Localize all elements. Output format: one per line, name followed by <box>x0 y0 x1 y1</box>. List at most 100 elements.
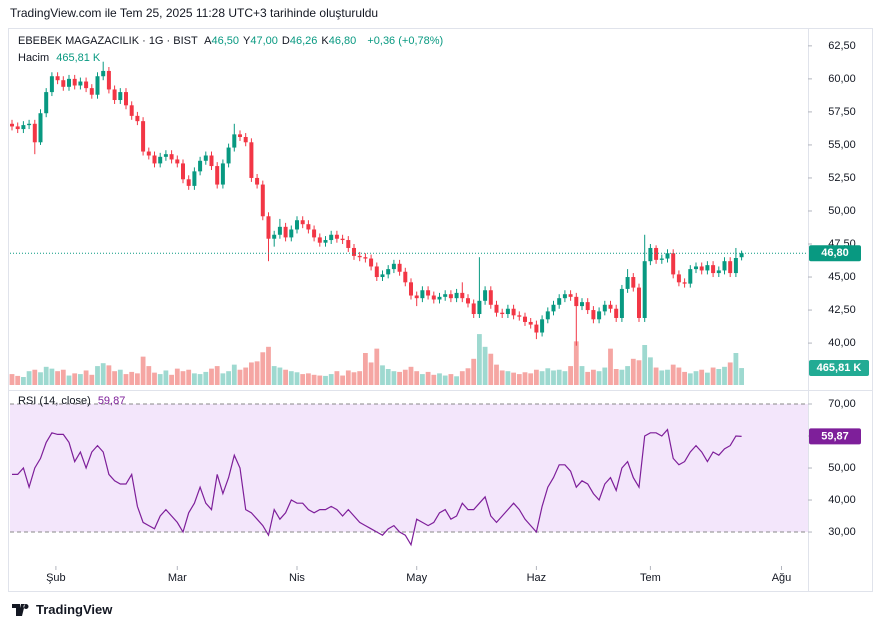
header: TradingView.com ile Tem 25, 2025 11:28 U… <box>10 6 379 20</box>
candle-body <box>654 247 659 260</box>
ohlc-key: K <box>321 35 329 47</box>
candle-body <box>61 80 66 87</box>
candle-body <box>608 304 613 309</box>
volume-bar <box>300 374 306 385</box>
volume-bar <box>573 341 579 385</box>
volume-bar <box>134 373 140 385</box>
volume-bar <box>83 370 89 385</box>
candle-body <box>363 257 368 259</box>
volume-bar <box>328 374 334 385</box>
volume-bar <box>89 374 95 385</box>
volume-bar <box>77 374 83 385</box>
volume-bar <box>38 372 43 385</box>
volume-bar <box>288 371 294 385</box>
volume-bar <box>511 372 516 385</box>
volume-bar <box>20 377 26 385</box>
volume-box <box>809 360 869 377</box>
candle-body <box>454 292 459 299</box>
candle-body <box>602 304 607 312</box>
volume-bar <box>465 368 471 385</box>
y-tick-label: 40,00 <box>828 337 856 349</box>
volume-legend: Hacim 465,81 K <box>18 52 104 64</box>
volume-bar <box>636 360 642 385</box>
candle-body <box>260 184 265 217</box>
candle-body <box>357 255 362 258</box>
volume-bar <box>642 345 648 385</box>
candle-body <box>106 70 111 90</box>
candle-body <box>141 121 146 152</box>
rsi-box <box>809 428 861 445</box>
last-price-box <box>809 245 861 262</box>
change: +0,36 (+0,78%) <box>367 35 444 47</box>
candle-body <box>300 220 305 225</box>
volume-bar <box>106 365 112 385</box>
volume-bar <box>317 375 323 385</box>
candle-body <box>676 274 681 283</box>
candle-body <box>728 261 733 274</box>
candle-body <box>443 294 448 297</box>
candle-body <box>693 266 698 270</box>
candle-body <box>648 247 653 262</box>
volume-bar <box>60 369 66 385</box>
volume-value: 465,81 K <box>56 52 101 64</box>
ohlc-value: 46,26 <box>289 35 318 47</box>
candle-body <box>49 76 54 93</box>
candle-body <box>579 302 584 307</box>
candle-body <box>123 92 128 106</box>
volume-bar <box>362 353 368 385</box>
candle-body <box>118 92 123 101</box>
volume-bar <box>522 372 528 385</box>
y-tick-label: 57,50 <box>828 106 856 118</box>
candle-body <box>437 296 442 300</box>
volume-bar <box>516 374 522 385</box>
volume-bar <box>334 371 340 385</box>
volume-bar <box>551 370 556 385</box>
y-tick-label: 62,50 <box>828 40 856 52</box>
volume-bar <box>539 371 545 385</box>
volume-bar <box>579 366 585 385</box>
ohlc-key: A <box>204 35 212 47</box>
volume-bar <box>237 369 243 385</box>
candle-body <box>186 179 191 186</box>
volume-bar <box>471 358 477 385</box>
candle-body <box>374 266 379 278</box>
candle-body <box>739 253 744 258</box>
candle-body <box>289 229 294 238</box>
volume-bar <box>562 371 568 385</box>
volume-bar <box>254 361 260 385</box>
rsi-band <box>10 404 808 533</box>
brand: TradingView <box>36 602 113 617</box>
candle-body <box>591 310 596 320</box>
candle-body <box>659 258 664 260</box>
ohlc: A46,50 Y47,00 D46,26 K46,80 <box>204 35 360 47</box>
volume-bar <box>568 366 573 385</box>
candle-body <box>665 253 670 259</box>
candle-body <box>44 92 49 114</box>
candle-body <box>95 76 100 95</box>
candle-body <box>209 155 214 167</box>
candle-body <box>500 312 505 315</box>
candle-body <box>636 287 641 318</box>
volume-bar <box>277 367 283 385</box>
candle-body <box>66 78 71 87</box>
volume-bar <box>727 362 733 385</box>
volume-bar <box>55 371 60 385</box>
volume-bar <box>716 369 722 385</box>
volume-name: Hacim <box>18 52 50 64</box>
candle-body <box>711 265 716 274</box>
candle-body <box>306 224 311 230</box>
candle-body <box>722 261 727 271</box>
candle-body <box>277 226 282 235</box>
volume-bar <box>32 369 38 385</box>
candle-body <box>369 258 374 267</box>
volume-bar <box>49 368 55 385</box>
candle-body <box>346 240 351 248</box>
candle-body <box>89 88 94 95</box>
volume-bar <box>710 367 716 385</box>
rsi-value: 59,87 <box>97 395 126 407</box>
volume-bar <box>590 369 596 385</box>
logo <box>12 603 29 616</box>
volume-bar <box>693 371 699 385</box>
frame <box>8 28 873 592</box>
